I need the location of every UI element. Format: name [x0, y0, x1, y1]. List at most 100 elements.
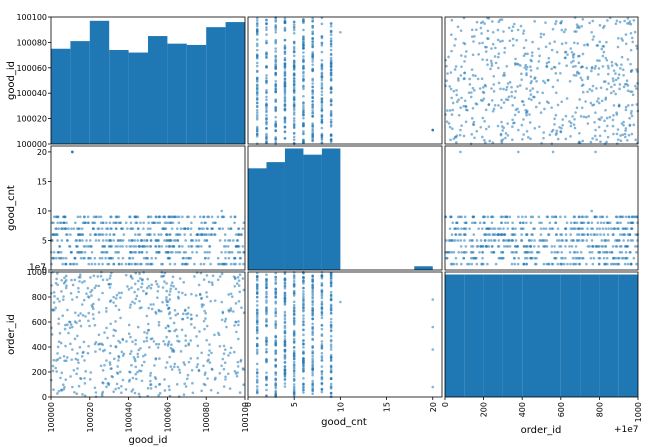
- x-tick-label-order_id-200: 200: [480, 402, 489, 417]
- point-good_id-vs-order_id-274: [489, 67, 492, 71]
- point-good_id-vs-good_cnt-51: [311, 20, 314, 23]
- point-good_id-vs-order_id-41: [597, 101, 601, 105]
- point-good_cnt-vs-good_id-612: [62, 256, 65, 260]
- point-good_id-vs-order_id-355: [601, 44, 605, 48]
- point-order_id-vs-good_id-523: [73, 320, 77, 323]
- point-order_id-vs-good_id-543: [170, 343, 173, 346]
- point-good_id-vs-good_cnt-481: [274, 107, 278, 111]
- point-good_id-vs-order_id-164: [491, 31, 495, 34]
- point-good_cnt-vs-order_id-577: [611, 233, 615, 236]
- point-good_cnt-vs-good_id-149: [167, 221, 171, 225]
- point-good_cnt-vs-order_id-170: [620, 256, 624, 260]
- point-good_cnt-vs-good_id-407: [117, 221, 120, 225]
- panel-frame-good_id-vs-good_id: [50, 16, 246, 145]
- point-order_id-vs-good_id-351: [55, 370, 59, 373]
- point-good_cnt-vs-good_id-258: [61, 262, 65, 266]
- point-good_cnt-vs-order_id-489: [475, 239, 479, 242]
- point-good_id-vs-order_id-413: [453, 44, 456, 47]
- point-good_cnt-vs-good_id-436: [121, 227, 125, 230]
- point-order_id-vs-good_id-227: [147, 306, 150, 310]
- point-order_id-vs-good_id-611: [204, 371, 207, 374]
- point-good_cnt-vs-good_id-594: [199, 262, 203, 266]
- point-good_id-vs-good_cnt-363: [311, 137, 314, 141]
- point-order_id-vs-good_cnt-146: [320, 316, 324, 320]
- point-good_cnt-vs-good_id-36: [83, 256, 86, 260]
- point-order_id-vs-good_id-272: [224, 317, 228, 321]
- point-good_id-vs-good_cnt-504: [265, 74, 268, 77]
- point-order_id-vs-good_id-455: [63, 276, 66, 280]
- point-good_id-vs-order_id-501: [562, 30, 566, 34]
- point-good_id-vs-good_cnt-535: [320, 76, 324, 80]
- point-good_cnt-vs-good_id-89: [136, 262, 139, 266]
- point-good_cnt-vs-good_id-53: [146, 245, 149, 248]
- point-order_id-vs-good_cnt-592: [311, 317, 314, 320]
- point-order_id-vs-good_id-308: [57, 322, 60, 325]
- point-good_cnt-vs-order_id-388: [604, 245, 608, 248]
- point-order_id-vs-good_cnt-330: [302, 339, 305, 343]
- point-good_cnt-vs-good_id-361: [112, 221, 115, 225]
- point-good_cnt-vs-order_id-466: [537, 215, 541, 219]
- point-order_id-vs-good_id-173: [223, 320, 227, 323]
- point-good_cnt-vs-order_id-576: [559, 262, 563, 266]
- point-order_id-vs-good_id-22: [187, 306, 190, 309]
- point-order_id-vs-good_id-197: [224, 348, 227, 351]
- point-good_id-vs-good_cnt-258: [255, 135, 259, 138]
- point-good_cnt-vs-good_id-278: [163, 239, 166, 242]
- point-good_cnt-vs-good_id-427: [127, 262, 131, 266]
- point-good_cnt-vs-good_id-84: [224, 256, 227, 260]
- point-order_id-vs-good_id-135: [83, 359, 86, 362]
- point-order_id-vs-good_id-275: [108, 363, 112, 366]
- point-good_cnt-vs-order_id-542: [605, 250, 608, 254]
- point-good_id-vs-order_id-0: [616, 45, 620, 49]
- point-good_cnt-vs-good_id-470: [97, 262, 101, 266]
- point-order_id-vs-good_cnt-192: [320, 327, 324, 331]
- point-order_id-vs-good_id-553: [171, 348, 174, 351]
- point-good_cnt-vs-good_id-286: [86, 221, 90, 225]
- point-order_id-vs-good_id-587: [173, 329, 176, 333]
- point-good_id-vs-good_cnt-619: [329, 138, 333, 141]
- point-good_id-vs-good_cnt-467: [311, 60, 314, 63]
- point-good_id-vs-good_cnt-569: [274, 38, 278, 42]
- point-good_id-vs-good_cnt-176: [265, 89, 268, 92]
- point-good_id-vs-order_id-34: [559, 72, 562, 75]
- point-order_id-vs-good_id-466: [175, 334, 179, 338]
- point-order_id-vs-good_id-103: [242, 288, 246, 292]
- point-good_cnt-vs-good_id-303: [108, 233, 112, 236]
- point-good_id-vs-good_cnt-594: [255, 44, 259, 48]
- point-order_id-vs-good_cnt-445: [292, 332, 296, 335]
- point-good_cnt-vs-good_id-583: [186, 262, 189, 266]
- point-good_cnt-vs-good_id-230: [157, 245, 161, 248]
- point-good_id-vs-good_cnt-235: [274, 59, 278, 63]
- point-good_id-vs-order_id-442: [598, 118, 602, 121]
- point-good_cnt-vs-good_id-295: [55, 227, 58, 230]
- point-good_id-vs-good_cnt-483: [320, 84, 324, 87]
- point-order_id-vs-good_id-192: [203, 327, 206, 331]
- point-good_id-vs-order_id-106: [447, 55, 450, 59]
- point-good_cnt-vs-good_id-379: [153, 233, 156, 236]
- point-good_id-vs-order_id-353: [554, 91, 558, 95]
- point-good_id-vs-order_id-510: [451, 101, 455, 105]
- point-good_id-vs-order_id-372: [559, 130, 563, 134]
- point-order_id-vs-good_cnt-215: [292, 306, 296, 309]
- hist-bar-order_id-5: [541, 274, 561, 397]
- point-good_cnt-vs-good_id-462: [99, 215, 103, 219]
- point-good_cnt-vs-good_id-289: [200, 221, 203, 225]
- point-order_id-vs-good_id-277: [208, 343, 211, 346]
- point-order_id-vs-good_id-463: [101, 278, 105, 282]
- point-good_cnt-vs-order_id-470: [615, 262, 618, 266]
- point-good_id-vs-order_id-337: [629, 48, 633, 52]
- point-good_id-vs-order_id-399: [464, 120, 468, 124]
- point-good_id-vs-good_cnt-153: [274, 50, 278, 53]
- x-tick-label-good_id-100100: 100100: [241, 402, 250, 433]
- point-good_id-vs-order_id-147: [537, 47, 540, 51]
- point-good_cnt-vs-order_id-517: [462, 250, 466, 254]
- point-good_cnt-vs-good_id-519: [138, 233, 142, 236]
- point-good_id-vs-good_cnt-343: [311, 55, 314, 58]
- hist-bar-order_id-8: [599, 274, 619, 397]
- point-good_id-vs-order_id-327: [490, 64, 494, 67]
- point-good_id-vs-order_id-401: [571, 65, 575, 68]
- point-good_cnt-vs-order_id-440: [445, 250, 449, 254]
- panels-layer: [49, 16, 640, 398]
- point-good_cnt-vs-good_id-266: [101, 221, 105, 225]
- point-good_cnt-vs-good_id-138: [207, 256, 210, 260]
